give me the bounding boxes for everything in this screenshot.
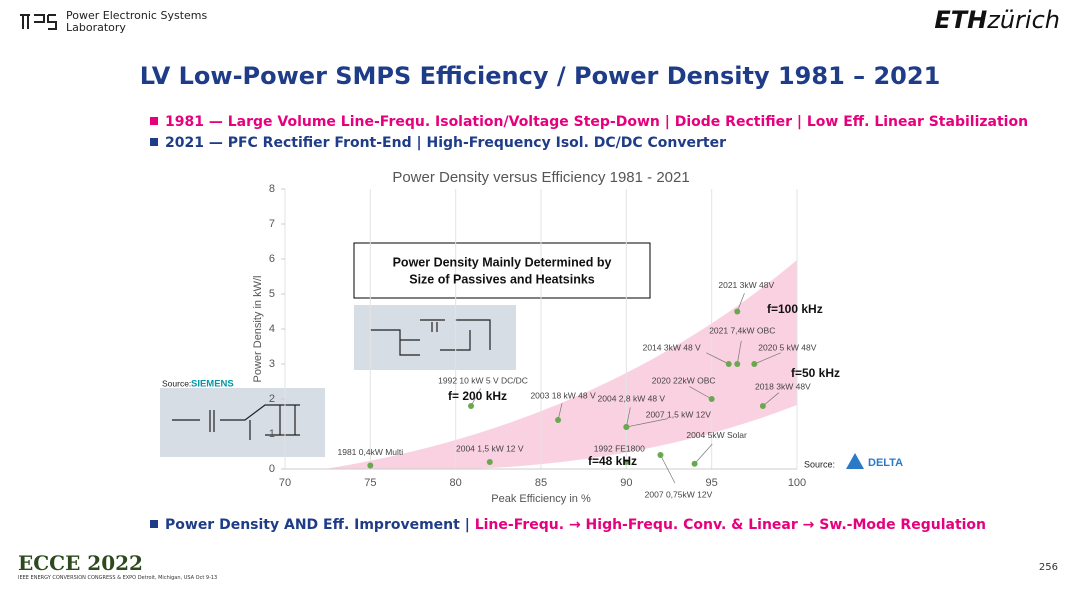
point-label: 2007 1,5 kW 12V <box>646 409 712 419</box>
leader-line <box>736 340 742 365</box>
leader-line <box>660 454 676 484</box>
page-number: 256 <box>1038 562 1058 573</box>
point-label: 2020 22kW OBC <box>652 375 716 385</box>
point-label: 2021 3kW 48V <box>718 280 774 290</box>
y-axis-label: Power Density in kW/l <box>252 276 264 383</box>
schematic <box>160 305 516 457</box>
leader-line <box>470 388 481 407</box>
annotation: f=100 kHz <box>767 302 823 316</box>
data-point <box>486 459 493 465</box>
leader-line <box>625 407 631 428</box>
point-label: 2020 5 kW 48V <box>758 342 816 352</box>
data-point <box>734 308 741 315</box>
point-label: 2004 1,5 kW 12 V <box>456 443 524 453</box>
slide-title: LV Low-Power SMPS Efficiency / Power Den… <box>139 62 941 90</box>
annotation: f=50 kHz <box>791 366 840 380</box>
x-tick-label: 90 <box>620 477 632 489</box>
bullet: Line-Frequ. → High-Frequ. Conv. & Linear… <box>474 517 987 533</box>
x-tick-label: 100 <box>788 477 806 489</box>
point-label: 2004 2,8 kW 48 V <box>598 393 666 403</box>
point-label: 2014 3kW 48 V <box>643 342 701 352</box>
source-label: DELTA <box>868 457 903 469</box>
y-tick-label: 2 <box>269 393 275 405</box>
event-text: IEEE ENERGY CONVERSION CONGRESS & EXPO D… <box>18 575 218 581</box>
point-label: 2003 18 kW 48 V <box>530 390 596 400</box>
eth-logo: zürich <box>987 6 1060 34</box>
y-tick-label: 6 <box>269 253 275 265</box>
ecce-logo: ECCE 2022 <box>18 551 143 575</box>
data-point <box>367 462 374 469</box>
y-tick-label: 5 <box>269 288 275 300</box>
data-point <box>751 361 758 367</box>
leader-line <box>694 443 713 464</box>
point-label: 1992 10 kW 5 V DC/DC <box>438 375 528 385</box>
y-tick-label: 3 <box>269 358 275 370</box>
pes-logo <box>20 14 57 30</box>
point-label: 2018 3kW 48V <box>755 381 811 391</box>
delta-icon <box>846 453 864 469</box>
source-label: Source: <box>162 378 191 388</box>
data-point <box>708 396 715 402</box>
eth-logo: ETH <box>934 6 988 34</box>
y-tick-label: 1 <box>269 428 275 440</box>
chart-title: Power Density versus Efficiency 1981 - 2… <box>392 169 689 186</box>
leader-line <box>626 418 669 428</box>
data-point <box>734 361 741 367</box>
bullet: Power Density AND Eff. Improvement | <box>165 517 475 533</box>
leader-line <box>762 392 780 407</box>
lab-name: Laboratory <box>66 21 126 34</box>
leader-line <box>706 352 729 365</box>
leader-line <box>736 293 745 312</box>
y-tick-label: 7 <box>269 218 275 230</box>
annotation: f= 200 kHz <box>448 389 507 403</box>
bullet: 1981 — Large Volume Line-Frequ. Isolatio… <box>165 114 1029 130</box>
x-tick-label: 70 <box>279 477 291 489</box>
x-tick-label: 95 <box>706 477 718 489</box>
leader-line <box>689 386 712 400</box>
data-point <box>657 452 664 458</box>
data-point <box>468 403 475 409</box>
annotation-box <box>353 242 651 299</box>
data-point <box>555 417 562 423</box>
point-label: 2004 5kW Solar <box>686 430 747 440</box>
point-label: 2021 7,4kW OBC <box>709 325 775 335</box>
y-tick-label: 4 <box>269 323 275 335</box>
bullet: 2021 — PFC Rectifier Front-End | High-Fr… <box>165 135 727 151</box>
x-axis-label: Peak Efficiency in % <box>491 493 591 505</box>
box-text: Size of Passives and Heatsinks <box>409 272 595 286</box>
x-tick-label: 85 <box>535 477 547 489</box>
lab-name: Power Electronic Systems <box>66 9 208 22</box>
data-point <box>725 361 732 367</box>
source-label: SIEMENS <box>191 379 234 390</box>
x-tick-label: 75 <box>364 477 376 489</box>
x-tick-label: 80 <box>450 477 462 489</box>
source-label: Source: <box>804 459 835 469</box>
trend-band <box>325 260 797 469</box>
point-label: 1981 0,4kW Multi <box>337 447 403 457</box>
box-text: Power Density Mainly Determined by <box>393 255 612 269</box>
data-point <box>691 460 698 467</box>
leader-line <box>754 352 781 365</box>
data-point <box>623 424 630 430</box>
point-label: 2007 0,75kW 12V <box>645 489 713 499</box>
point-label: 1992 FE1800 <box>594 443 645 453</box>
data-point <box>623 459 630 465</box>
y-tick-label: 8 <box>269 183 275 195</box>
data-point <box>759 403 766 409</box>
y-tick-label: 0 <box>269 463 275 475</box>
annotation: f=48 kHz <box>588 454 637 468</box>
